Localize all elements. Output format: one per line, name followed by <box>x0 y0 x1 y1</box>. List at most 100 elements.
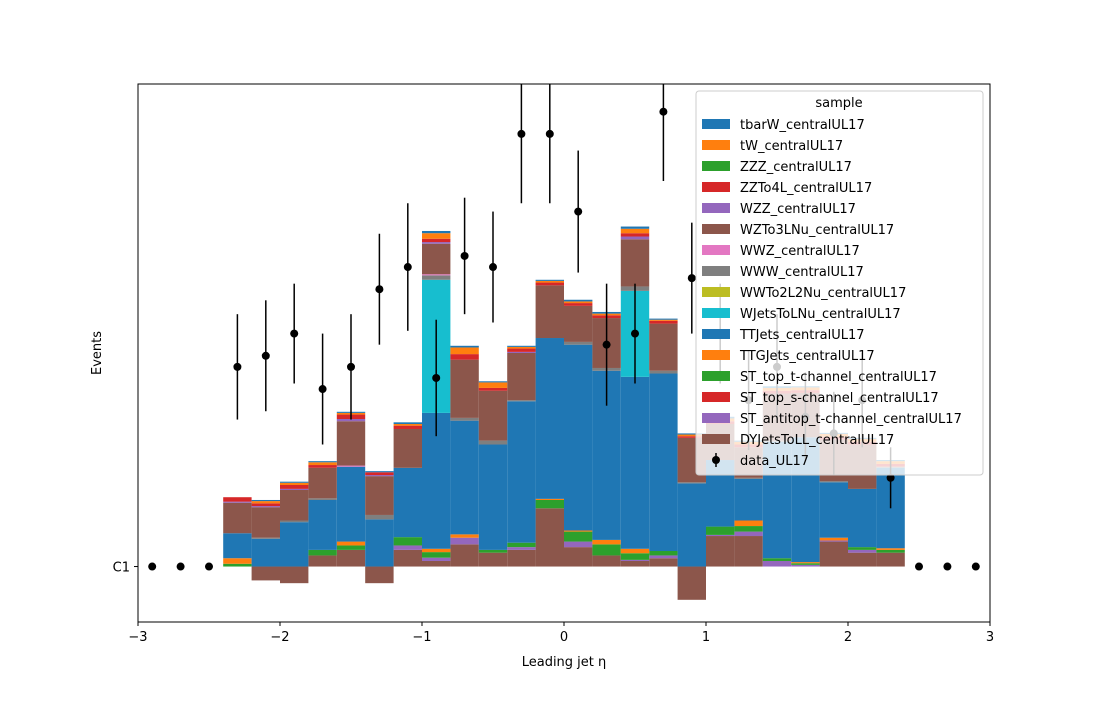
bar-wzto3lnu-centralul17-bin-4 <box>336 421 366 466</box>
bar-www-centralul17-bin-3 <box>308 498 337 500</box>
bar-tw-centralul17-bin-9 <box>478 382 508 388</box>
legend-swatch-wzz-centralul17 <box>702 203 730 213</box>
bar-dyjetstoll-centralul17-bin-16 <box>677 566 706 600</box>
bar-zzto4l-centralul17-bin-14 <box>620 233 650 237</box>
legend-swatch-wzto3lnu-centralul17 <box>702 224 730 234</box>
bar-www-centralul17-bin-10 <box>507 400 536 402</box>
bar-dyjetstoll-centralul17-bin-3 <box>308 555 337 567</box>
data-point-16 <box>602 340 611 349</box>
bar-zzto4l-centralul17-bin-9 <box>478 387 508 391</box>
bar-wzto3lnu-centralul17-bin-1 <box>251 507 280 538</box>
bar-ttgjets-centralul17-bin-18 <box>734 520 763 527</box>
legend-label-wzto3lnu-centralul17: WZTo3LNu_centralUL17 <box>740 223 894 238</box>
bar-st-antitop-t-channel-centralul17-bin-17 <box>706 534 735 537</box>
bar-st-antitop-t-channel-centralul17-bin-15 <box>649 555 678 559</box>
legend-label-wjetstolnu-centralul17: WJetsToLNu_centralUL17 <box>740 307 901 322</box>
bar-ttgjets-centralul17-bin-21 <box>819 537 848 541</box>
data-point-4 <box>261 351 270 360</box>
legend-label-st-top-t-channel-centralul17: ST_top_t-channel_centralUL17 <box>740 370 937 385</box>
bar-dyjetstoll-centralul17-bin-6 <box>393 549 422 567</box>
data-point-11 <box>460 251 469 260</box>
bar-st-top-t-channel-centralul17-bin-12 <box>564 531 593 542</box>
bar-tw-centralul17-bin-8 <box>450 347 479 355</box>
bar-www-centralul17-bin-1 <box>251 537 280 539</box>
bar-ttjets-centralul17-bin-18 <box>734 478 763 521</box>
bar-wwz-centralul17-bin-7 <box>422 274 451 276</box>
x-tick-label: 2 <box>844 630 852 645</box>
legend-label-tw-centralul17: tW_centralUL17 <box>740 139 843 154</box>
bar-tbarw-centralul17-bin-1 <box>251 499 280 502</box>
x-tick-label: −1 <box>412 630 431 645</box>
bar-st-top-t-channel-centralul17-bin-17 <box>706 526 735 535</box>
legend-label-ttjets-centralul17: TTJets_centralUL17 <box>739 328 865 343</box>
data-point-5 <box>290 329 299 338</box>
bar-ttjets-centralul17-bin-6 <box>393 467 422 538</box>
data-point-10 <box>432 373 441 382</box>
bar-dyjetstoll-centralul17-bin-14 <box>620 560 650 567</box>
bar-tbarw-centralul17-bin-11 <box>535 279 564 281</box>
legend-swatch-data <box>712 456 720 464</box>
bar-dyjetstoll-centralul17-bin-15 <box>649 558 678 567</box>
data-point-12 <box>489 263 497 272</box>
bar-ttjets-centralul17-bin-8 <box>450 420 479 535</box>
bar-wzto3lnu-centralul17-bin-11 <box>535 285 564 339</box>
bar-st-top-t-channel-centralul17-bin-9 <box>478 549 508 553</box>
bar-www-centralul17-bin-12 <box>564 341 593 345</box>
bar-st-top-t-channel-centralul17-bin-11 <box>535 499 564 509</box>
legend-label-www-centralul17: WWW_centralUL17 <box>740 265 864 280</box>
bar-ttjets-centralul17-bin-4 <box>336 466 366 542</box>
legend-label-tbarw-centralul17: tbarW_centralUL17 <box>740 118 865 133</box>
legend-swatch-zzto4l-centralul17 <box>702 182 730 192</box>
bar-tbarw-centralul17-bin-12 <box>564 299 593 302</box>
bar-dyjetstoll-centralul17-bin-21 <box>819 541 848 567</box>
bar-tbarw-centralul17-bin-6 <box>393 422 422 424</box>
bar-tw-centralul17-bin-3 <box>308 462 337 466</box>
bar-zzto4l-centralul17-bin-6 <box>393 425 422 429</box>
bar-tbarw-centralul17-bin-9 <box>478 381 508 383</box>
data-point-19 <box>687 274 696 283</box>
bar-zzto4l-centralul17-bin-10 <box>507 348 536 352</box>
data-point-3 <box>233 362 242 371</box>
data-point-14 <box>545 129 554 138</box>
bar-tw-centralul17-bin-16 <box>677 434 706 437</box>
legend-swatch-tw-centralul17 <box>702 140 730 150</box>
bar-ttjets-centralul17-bin-10 <box>507 401 536 543</box>
bar-dyjetstoll-centralul17-bin-1 <box>251 566 280 581</box>
bar-zzto4l-centralul17-bin-11 <box>535 282 564 286</box>
bar-st-antitop-t-channel-centralul17-bin-19 <box>762 560 792 567</box>
data-point-8 <box>375 285 384 294</box>
legend-swatch-wwto2l2nu-centralul17 <box>702 287 730 297</box>
bar-st-top-t-channel-centralul17-bin-3 <box>308 549 337 556</box>
y-tick-label: C1 <box>113 561 130 576</box>
legend-swatch-zzz-centralul17 <box>702 161 730 171</box>
x-tick-label: −3 <box>128 630 147 645</box>
bar-zzto4l-centralul17-bin-15 <box>649 320 678 324</box>
bar-st-antitop-t-channel-centralul17-bin-7 <box>422 557 451 561</box>
x-tick-label: 3 <box>986 630 994 645</box>
bar-www-centralul17-bin-15 <box>649 370 678 374</box>
bar-wzto3lnu-centralul17-bin-8 <box>450 359 479 418</box>
bar-wzto3lnu-centralul17-bin-6 <box>393 428 422 468</box>
data-point-17 <box>631 329 639 338</box>
bar-ttgjets-centralul17-bin-13 <box>592 539 621 545</box>
bar-dyjetstoll-centralul17-bin-18 <box>734 536 763 567</box>
bar-ttgjets-centralul17-bin-14 <box>620 548 650 554</box>
bar-www-centralul17-bin-2 <box>280 520 309 523</box>
legend-label-ttgjets-centralul17: TTGJets_centralUL17 <box>739 349 875 364</box>
bar-wzz-centralul17-bin-1 <box>251 506 280 508</box>
bar-dyjetstoll-centralul17-bin-12 <box>564 547 593 567</box>
bar-wzto3lnu-centralul17-bin-15 <box>649 323 678 371</box>
bar-st-antitop-t-channel-centralul17-bin-6 <box>393 545 422 550</box>
bar-st-antitop-t-channel-centralul17-bin-22 <box>848 549 877 553</box>
bar-tw-centralul17-bin-1 <box>251 501 280 504</box>
bar-tbarw-centralul17-bin-16 <box>677 433 706 435</box>
bar-zzto4l-centralul17-bin-0 <box>223 497 252 502</box>
bar-wzto3lnu-centralul17-bin-3 <box>308 467 337 499</box>
bar-dyjetstoll-centralul17-bin-11 <box>535 508 564 567</box>
bar-st-top-t-channel-centralul17-bin-20 <box>791 563 820 565</box>
bar-zzto4l-centralul17-bin-2 <box>280 485 309 489</box>
legend-frame <box>695 90 984 476</box>
bar-st-top-t-channel-centralul17-bin-13 <box>592 544 621 556</box>
data-point-9 <box>403 263 412 272</box>
bar-wzz-centralul17-bin-2 <box>280 488 309 490</box>
